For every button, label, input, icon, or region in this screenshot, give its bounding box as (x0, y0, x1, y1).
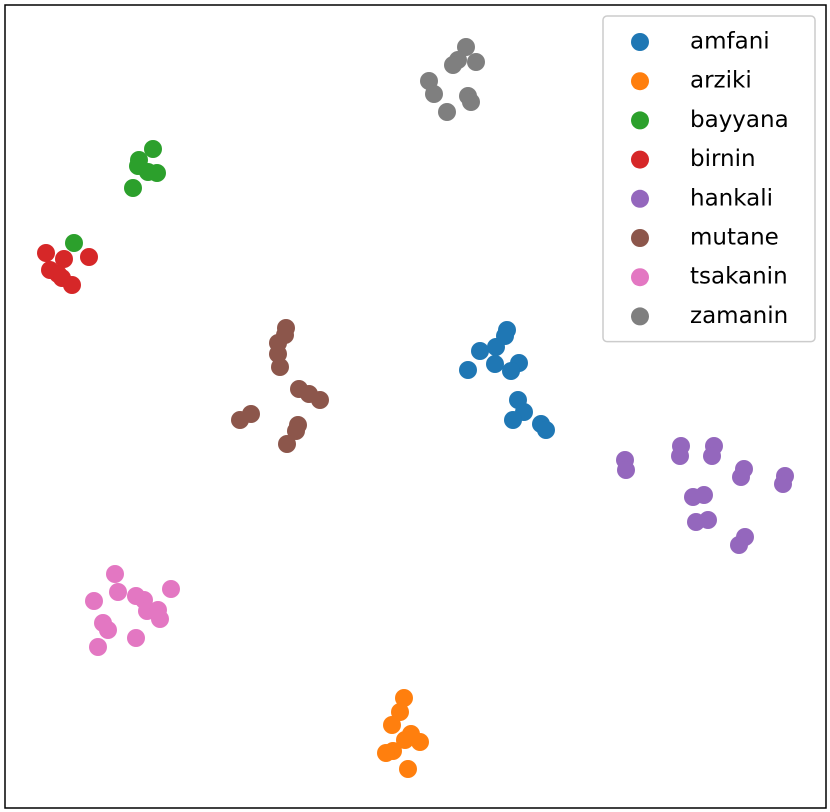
point (377, 744, 395, 762)
point (504, 411, 522, 429)
legend-label: bayyana (690, 107, 789, 133)
point (231, 411, 249, 429)
point (444, 56, 462, 74)
legend-label: amfani (690, 29, 770, 55)
point (471, 342, 489, 360)
point (55, 250, 73, 268)
point (383, 716, 401, 734)
legend-label: tsakanin (690, 264, 788, 290)
point (89, 638, 107, 656)
point (395, 689, 413, 707)
legend-marker (631, 229, 649, 247)
legend-label: arziki (690, 68, 752, 94)
legend-marker (631, 111, 649, 130)
point (487, 338, 505, 356)
point (396, 731, 414, 749)
point (144, 140, 162, 158)
point (699, 511, 717, 529)
point (438, 103, 456, 121)
point (85, 592, 103, 610)
point (278, 435, 296, 453)
legend-marker (631, 307, 649, 326)
point (399, 760, 417, 778)
legend-label: birnin (690, 146, 756, 172)
point (459, 361, 477, 379)
point (106, 565, 124, 583)
point (732, 468, 750, 486)
point (63, 276, 81, 294)
point (271, 358, 289, 376)
point (65, 234, 83, 252)
point (467, 53, 485, 71)
point (730, 536, 748, 554)
point (391, 703, 409, 721)
point (537, 421, 555, 439)
legend-label: mutane (690, 225, 779, 251)
legend-box (602, 15, 816, 343)
point (37, 244, 55, 262)
legend-marker (631, 268, 649, 287)
point (99, 621, 117, 639)
point (425, 85, 443, 103)
point (462, 93, 480, 111)
point (162, 580, 180, 598)
point (109, 583, 127, 601)
point (486, 355, 504, 373)
legend-marker (631, 72, 649, 91)
point (502, 362, 520, 380)
point (127, 629, 145, 647)
point (774, 475, 792, 493)
legend-marker (631, 189, 649, 208)
legend-label: hankali (690, 185, 773, 211)
point (124, 179, 142, 197)
point (287, 422, 305, 440)
point (695, 486, 713, 504)
point (457, 38, 475, 56)
legend-marker (631, 150, 649, 169)
point (148, 164, 166, 182)
point (617, 461, 635, 479)
point (311, 391, 329, 409)
legend-label: zamanin (690, 303, 788, 329)
point (703, 447, 721, 465)
point (411, 733, 429, 751)
legend-marker (631, 33, 649, 51)
point (671, 447, 689, 465)
point (151, 610, 169, 628)
plot-frame (4, 4, 827, 809)
point (80, 248, 98, 266)
